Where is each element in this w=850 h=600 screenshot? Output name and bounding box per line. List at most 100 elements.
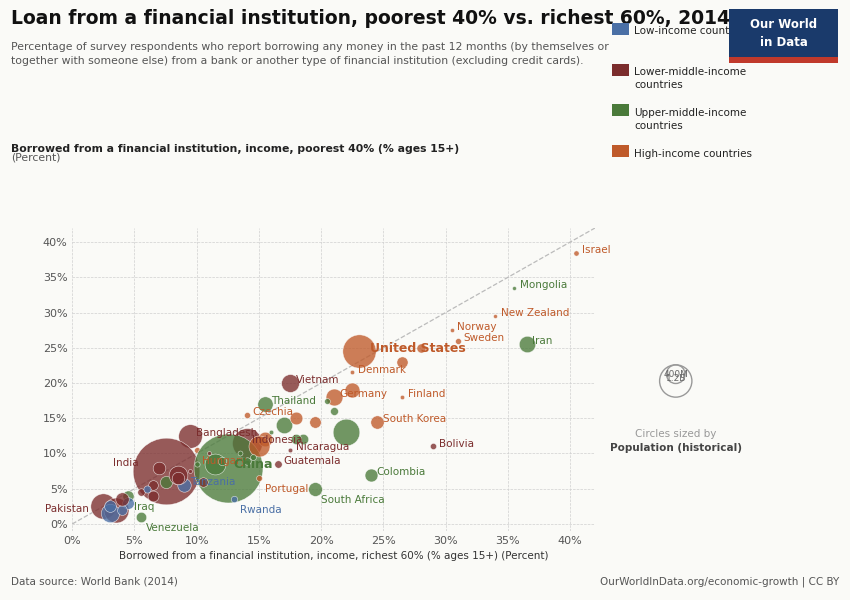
Point (451, 336, 465, 346)
Text: OurWorldInData.org/economic-growth | CC BY: OurWorldInData.org/economic-growth | CC … (600, 576, 839, 587)
Point (339, 428, 353, 437)
Point (309, 417, 322, 427)
Text: Nicaragua: Nicaragua (296, 442, 348, 452)
Point (240, 438, 253, 448)
Text: New Zealand: New Zealand (501, 308, 570, 319)
Text: 400M: 400M (663, 370, 688, 379)
Point (202, 449, 216, 458)
Text: Iran: Iran (532, 337, 552, 346)
Point (190, 459, 203, 469)
Text: Czechia: Czechia (252, 407, 293, 417)
Point (414, 343, 428, 353)
Point (271, 459, 285, 469)
Text: (Percent): (Percent) (11, 153, 60, 163)
Point (159, 466, 173, 476)
Point (320, 396, 334, 406)
Point (371, 417, 384, 427)
Point (171, 473, 184, 483)
Point (190, 445, 203, 455)
Text: Borrowed from a financial institution, income, poorest 40% (% ages 15+): Borrowed from a financial institution, i… (11, 144, 459, 154)
Point (134, 487, 148, 497)
Point (395, 392, 409, 402)
Point (184, 431, 197, 440)
Point (146, 491, 160, 500)
Text: Bangladesh: Bangladesh (196, 428, 258, 438)
Text: Bolivia: Bolivia (439, 439, 473, 449)
Point (489, 311, 502, 321)
Text: Pakistan: Pakistan (45, 504, 89, 514)
Point (252, 473, 266, 483)
Point (507, 283, 521, 293)
Point (326, 392, 340, 402)
Point (519, 340, 533, 349)
Text: Our World: Our World (751, 17, 817, 31)
Point (246, 452, 259, 462)
Point (103, 509, 116, 518)
Point (140, 484, 154, 494)
Point (97, 502, 110, 511)
Text: Portugal: Portugal (264, 484, 308, 494)
Point (252, 442, 266, 451)
Point (178, 481, 191, 490)
Point (146, 481, 160, 490)
Text: Loan from a financial institution, poorest 40% vs. richest 60%, 2014: Loan from a financial institution, poore… (11, 9, 730, 28)
Text: South Korea: South Korea (382, 414, 446, 424)
Text: Germany: Germany (339, 389, 388, 400)
Point (109, 505, 122, 515)
Text: Hungary: Hungary (202, 456, 246, 466)
Point (264, 428, 278, 437)
Point (122, 498, 135, 508)
Point (309, 484, 322, 494)
Point (570, 248, 583, 257)
Point (122, 491, 135, 500)
Point (159, 477, 173, 487)
Text: Vietnam: Vietnam (296, 375, 339, 385)
Text: Percentage of survey respondents who report borrowing any money in the past 12 m: Percentage of survey respondents who rep… (11, 42, 609, 66)
Point (116, 505, 129, 515)
Text: in Data: in Data (760, 36, 807, 49)
Point (234, 449, 247, 458)
Point (184, 466, 197, 476)
Point (283, 445, 297, 455)
Text: Venezuela: Venezuela (146, 523, 200, 533)
Point (290, 413, 303, 423)
Text: Lower-middle-income
countries: Lower-middle-income countries (634, 67, 746, 90)
Text: Finland: Finland (408, 389, 445, 400)
Text: South Africa: South Africa (320, 495, 384, 505)
Point (427, 442, 440, 451)
Text: Population (historical): Population (historical) (609, 443, 742, 453)
Point (171, 470, 184, 479)
Point (326, 406, 340, 416)
Point (240, 456, 253, 466)
X-axis label: Borrowed from a financial institution, income, richest 60% (% ages 15+) (Percent: Borrowed from a financial institution, i… (119, 551, 548, 562)
Point (196, 477, 210, 487)
Text: China: China (234, 458, 273, 472)
Point (152, 463, 166, 472)
Point (221, 463, 235, 472)
Text: Indonesia: Indonesia (252, 435, 303, 445)
Text: Colombia: Colombia (377, 467, 426, 477)
Point (345, 385, 359, 395)
Point (277, 421, 291, 430)
Text: Guatemala: Guatemala (283, 456, 341, 466)
Text: Upper-middle-income
countries: Upper-middle-income countries (634, 108, 746, 131)
Text: Data source: World Bank (2014): Data source: World Bank (2014) (11, 577, 178, 587)
Text: Mongolia: Mongolia (519, 280, 567, 290)
Text: India: India (113, 458, 139, 468)
Text: Rwanda: Rwanda (240, 505, 281, 515)
Text: Iraq: Iraq (133, 502, 154, 512)
Text: Low-income countries: Low-income countries (634, 26, 749, 37)
Point (352, 347, 366, 356)
Point (215, 456, 229, 466)
Text: Sweden: Sweden (463, 333, 505, 343)
Point (445, 325, 459, 335)
Text: Norway: Norway (457, 322, 497, 332)
Point (364, 470, 377, 479)
Point (240, 410, 253, 419)
Text: Circles sized by: Circles sized by (635, 429, 717, 439)
Text: Israel: Israel (582, 245, 610, 255)
Point (208, 459, 222, 469)
Text: Tanzania: Tanzania (190, 478, 235, 487)
Point (227, 494, 241, 504)
Text: High-income countries: High-income countries (634, 149, 752, 159)
